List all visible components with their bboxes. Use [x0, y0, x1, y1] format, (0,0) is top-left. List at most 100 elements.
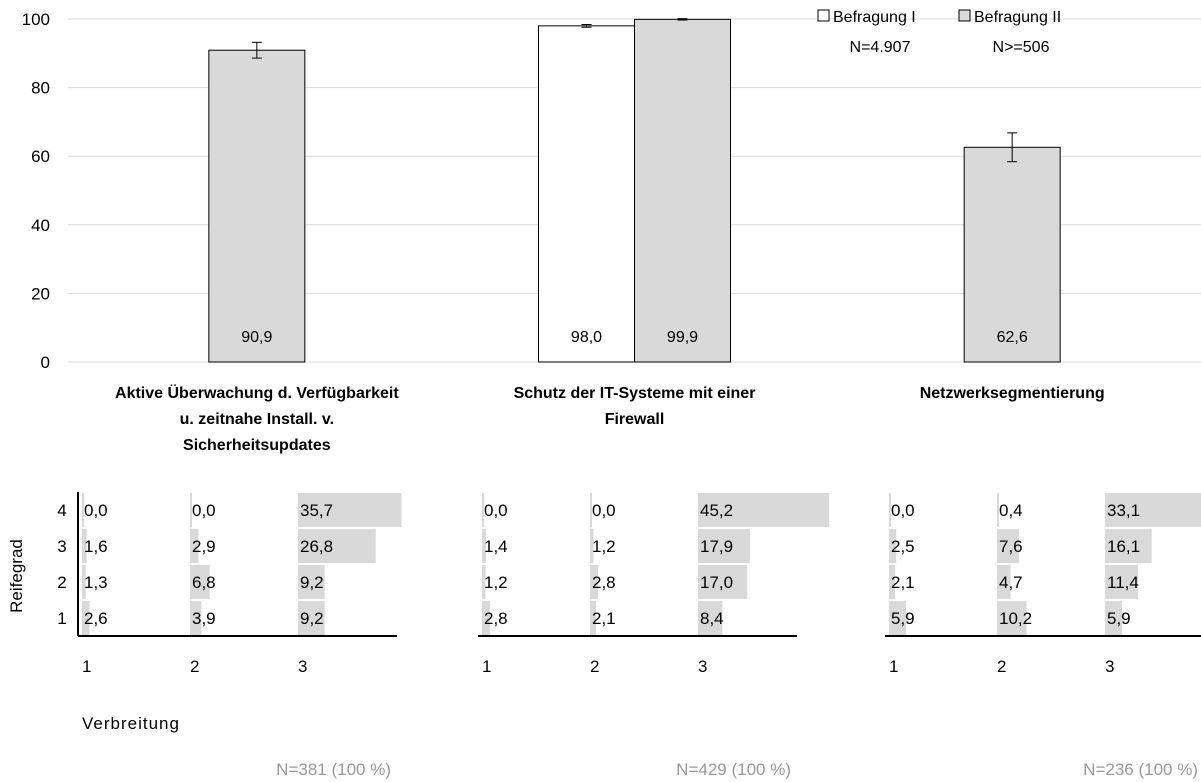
cell-value: 5,9 — [891, 609, 915, 628]
cell-value: 35,7 — [300, 501, 333, 520]
cell-value: 9,2 — [300, 609, 324, 628]
cell-value: 1,2 — [484, 573, 508, 592]
cell-bar — [82, 601, 90, 635]
y-tick-label: 60 — [31, 147, 50, 166]
cell-value: 0,0 — [192, 501, 216, 520]
cell-value: 2,1 — [592, 609, 616, 628]
y-tick-label: 80 — [31, 79, 50, 98]
category-label: Sicherheitsupdates — [183, 437, 331, 454]
y-axis-title: Reifegrad — [7, 539, 26, 613]
data-label: 62,6 — [997, 329, 1028, 346]
cell-value: 2,1 — [891, 573, 915, 592]
bar — [634, 18, 731, 363]
col-level-label: 2 — [997, 657, 1006, 676]
cell-bar — [1105, 493, 1201, 527]
category-label: Firewall — [605, 411, 665, 428]
cell-value: 17,9 — [700, 537, 733, 556]
cell-bar — [190, 529, 199, 563]
cell-value: 2,8 — [484, 609, 508, 628]
cell-bar — [698, 601, 723, 635]
legend-swatch — [817, 9, 830, 22]
bar — [538, 25, 635, 363]
cell-bar — [889, 565, 896, 599]
cell-bar — [1105, 565, 1139, 599]
data-label: 98,0 — [571, 329, 602, 346]
cell-bar — [889, 601, 907, 635]
cell-value: 17,0 — [700, 573, 733, 592]
cell-bar — [298, 601, 325, 635]
col-level-label: 2 — [190, 657, 199, 676]
cell-value: 8,4 — [700, 609, 724, 628]
cell-bar — [590, 493, 592, 527]
cell-bar — [482, 529, 487, 563]
cell-value: 33,1 — [1107, 501, 1140, 520]
cell-value: 2,8 — [592, 573, 616, 592]
cell-bar — [82, 565, 86, 599]
cell-value: 1,6 — [84, 537, 108, 556]
cell-bar — [190, 601, 202, 635]
col-level-label: 2 — [590, 657, 599, 676]
legend-label: Befragung II — [974, 9, 1061, 26]
cell-value: 1,2 — [592, 537, 616, 556]
col-level-label: 1 — [889, 657, 898, 676]
col-level-label: 3 — [1105, 657, 1114, 676]
legend-label: Befragung I — [833, 9, 916, 26]
cell-bar — [590, 601, 597, 635]
y-tick-label: 40 — [31, 216, 50, 235]
cell-value: 10,2 — [999, 609, 1032, 628]
cell-bar — [82, 493, 84, 527]
cell-bar — [482, 493, 484, 527]
row-level-label: 4 — [57, 501, 66, 520]
bar — [208, 49, 306, 363]
cell-bar — [482, 601, 491, 635]
y-tick-label: 0 — [41, 353, 50, 372]
cell-bar — [1105, 601, 1123, 635]
cell-bar — [889, 529, 897, 563]
cell-bar — [298, 529, 376, 563]
cell-bar — [997, 601, 1027, 635]
cell-value: 11,4 — [1107, 573, 1139, 592]
col-level-label: 3 — [698, 657, 707, 676]
cell-value: 0,0 — [84, 501, 108, 520]
cell-value: 1,3 — [84, 573, 108, 592]
row-level-label: 1 — [57, 609, 66, 628]
y-tick-label: 20 — [31, 284, 50, 303]
cell-bar — [298, 493, 402, 527]
cell-value: 9,2 — [300, 573, 324, 592]
category-label: u. zeitnahe Install. v. — [180, 411, 334, 428]
cell-bar — [698, 493, 830, 527]
legend-n-label: N>=506 — [993, 39, 1050, 56]
cell-bar — [190, 493, 192, 527]
bar — [963, 146, 1061, 363]
category-label: Aktive Überwachung d. Verfügbarkeit — [115, 383, 399, 402]
category-label: Schutz der IT-Systeme mit einer — [514, 385, 756, 402]
data-label: 99,9 — [667, 329, 698, 346]
cell-value: 7,6 — [999, 537, 1023, 556]
row-level-label: 2 — [57, 573, 66, 592]
cell-value: 4,7 — [999, 573, 1023, 592]
cell-value: 45,2 — [700, 501, 733, 520]
cell-value: 2,6 — [84, 609, 108, 628]
category-label: Netzwerksegmentierung — [920, 385, 1105, 402]
cell-bar — [698, 529, 750, 563]
cell-bar — [997, 529, 1020, 563]
cell-value: 0,0 — [891, 501, 915, 520]
cell-bar — [997, 565, 1011, 599]
cell-bar — [590, 529, 594, 563]
col-level-label: 3 — [298, 657, 307, 676]
cell-bar — [1105, 529, 1152, 563]
col-level-label: 1 — [82, 657, 91, 676]
cell-bar — [190, 565, 210, 599]
cell-value: 6,8 — [192, 573, 216, 592]
cell-value: 3,9 — [192, 609, 216, 628]
legend-n-label: N=4.907 — [850, 39, 911, 56]
cell-bar — [298, 565, 325, 599]
data-label: 90,9 — [241, 329, 272, 346]
cell-value: 1,4 — [484, 537, 508, 556]
col-level-label: 1 — [482, 657, 491, 676]
panel-n-label: N=381 (100 %) — [276, 760, 391, 779]
cell-bar — [997, 493, 999, 527]
cell-bar — [698, 565, 748, 599]
cell-value: 2,5 — [891, 537, 915, 556]
